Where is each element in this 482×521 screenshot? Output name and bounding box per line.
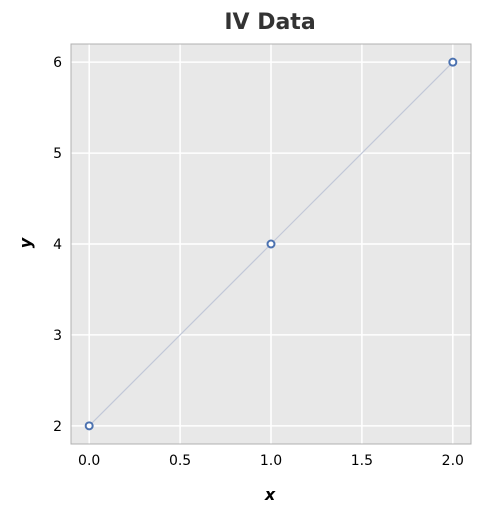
- plot-frame: [70, 43, 472, 445]
- y-tick-labels: 2 3 4 5 6: [53, 55, 62, 435]
- x-tick-label: 0.5: [169, 453, 191, 469]
- series-layer: [84, 57, 458, 431]
- data-point: [84, 421, 94, 431]
- x-tick-label: 0.0: [78, 453, 100, 469]
- data-point: [448, 57, 458, 67]
- y-tick-label: 4: [53, 237, 62, 253]
- x-tick-label: 1.0: [260, 453, 282, 469]
- x-axis-label: x: [264, 485, 276, 504]
- y-tick-label: 2: [53, 419, 62, 435]
- x-tick-label: 2.0: [442, 453, 464, 469]
- chart-title: IV Data: [224, 10, 315, 35]
- y-tick-label: 6: [53, 55, 62, 71]
- y-tick-label: 3: [53, 328, 62, 344]
- data-point: [266, 239, 276, 249]
- y-axis-label: y: [16, 237, 35, 248]
- x-tick-labels: 0.0 0.5 1.0 1.5 2.0: [78, 453, 464, 469]
- y-tick-label: 5: [53, 146, 62, 162]
- x-tick-label: 1.5: [351, 453, 373, 469]
